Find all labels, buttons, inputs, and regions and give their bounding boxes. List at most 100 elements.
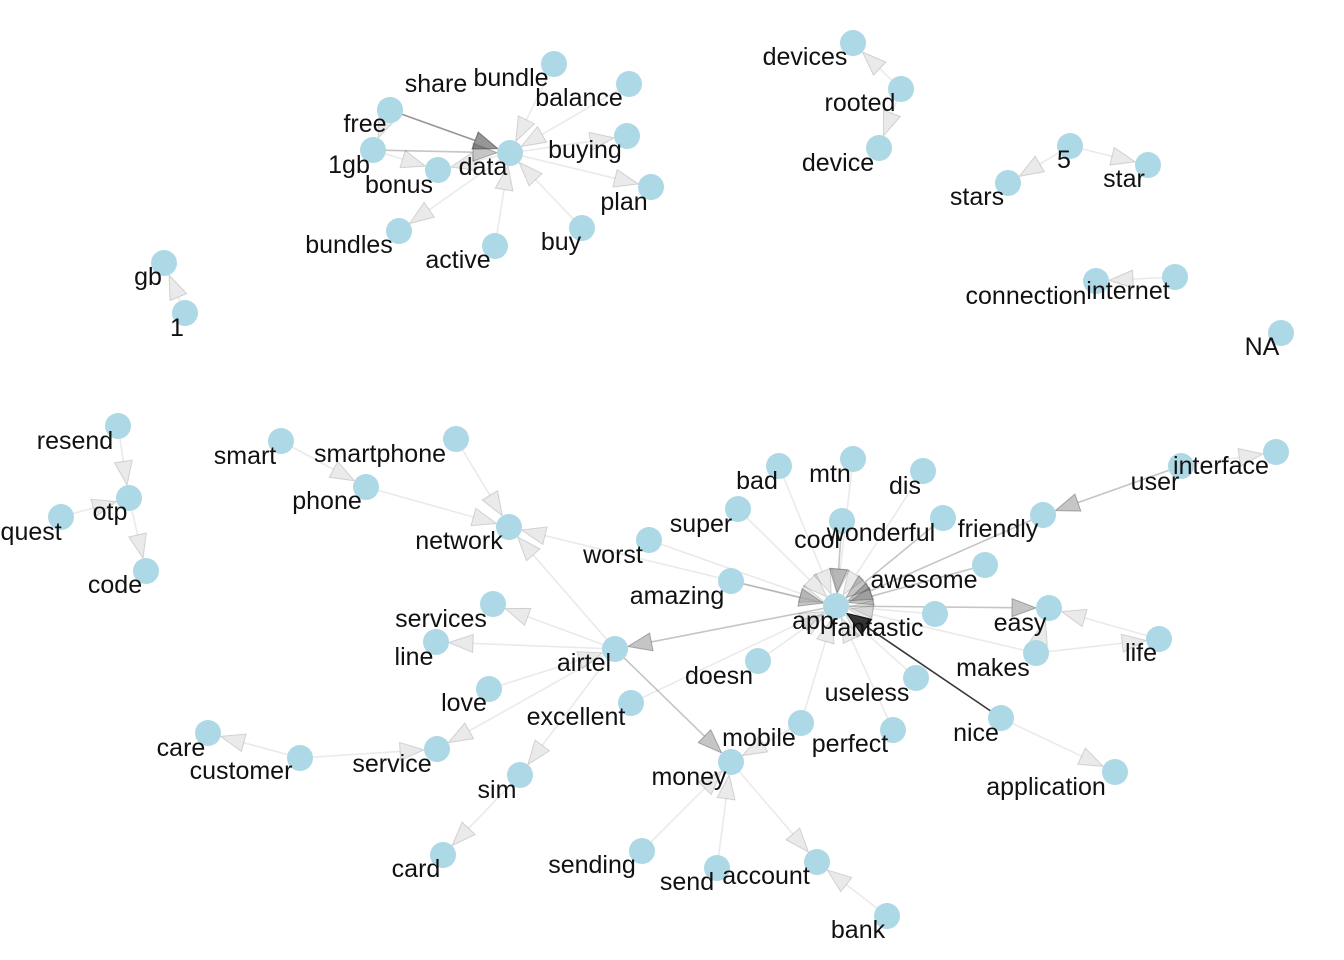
edge-makes-to-app [871,613,1037,654]
node-label-app: app [792,607,834,635]
node-network [496,514,522,540]
arrowhead-otp-to-code [128,532,147,560]
arrowhead-fantastic-to-app [847,599,875,619]
arrowhead-airtel-to-sim [526,739,551,766]
node-mobile [788,710,814,736]
arrowhead-nice-to-application [1076,747,1105,768]
node-phone [353,474,379,500]
node-label-awesome: awesome [871,566,978,594]
node-bad [766,453,792,479]
edge-dis-to-app [855,470,924,576]
node-label-1gb: 1gb [328,151,370,179]
node-smartphone [443,426,469,452]
node-label-bundle: bundle [473,64,548,92]
edge-wonderful-to-app [864,517,944,584]
node-label-stars: stars [950,183,1004,211]
edge-share-to-data [389,109,476,142]
arrowhead-phone-to-network [470,507,498,527]
node-code [133,558,159,584]
arrowhead-airtel-to-network [516,535,541,562]
node-label-card: card [392,855,441,883]
node-label-super: super [670,510,733,538]
edge-app-to-airtel [651,605,837,643]
arrowhead-app-to-airtel [626,632,654,652]
node-label-friendly: friendly [958,515,1039,543]
arrowhead-customer-to-care [219,733,247,753]
node-perfect [880,717,906,743]
arrowhead-1gb-to-data [472,142,499,162]
node-active [482,233,508,259]
node-label-buying: buying [548,136,622,164]
node-label-bundles: bundles [305,231,393,259]
arrowhead-excellent-to-app [797,610,826,631]
arrowhead-mobile-to-app [815,617,835,645]
node-device [866,135,892,161]
node-NA [1268,320,1294,346]
node-label-balance: balance [535,84,623,112]
node-amazing [718,568,744,594]
arrowhead-nice-to-app [845,612,873,636]
arrowhead-data-to-bundles [408,201,436,225]
node-label-data: data [459,153,508,181]
node-label-NA: NA [1245,333,1280,361]
edge-free-to-data [389,109,476,142]
node-resend [105,413,131,439]
edge-phone-to-network [365,486,474,518]
node-label-device: device [802,149,874,177]
arrowhead-internet-to-connection [1107,269,1134,289]
node-useless [903,665,929,691]
node-label-fantastic: fantastic [830,614,923,642]
node-label-code: code [88,571,142,599]
arrowhead-request-to-otp [90,498,118,518]
node-label-services: services [395,605,487,633]
node-label-smartphone: smartphone [314,440,446,468]
arrowhead-user-to-friendly [1053,493,1082,512]
arrowhead-sim-to-card [451,821,477,847]
edge-data-to-bundles [428,152,511,211]
node-label-worst: worst [582,541,643,569]
arrowhead-data-to-plan [612,168,640,188]
arrowhead-free-to-data [471,131,500,150]
node-label-doesn: doesn [685,662,753,690]
node-application [1102,759,1128,785]
node-label-gb: gb [134,263,162,291]
arrowhead-active-to-data [494,164,514,192]
node-label-sending: sending [548,851,636,879]
node-label-free: free [343,110,386,138]
node-customer [287,745,313,771]
arrowhead-user-to-interface [1237,447,1265,468]
node-label-excellent: excellent [527,703,626,731]
node-account [804,849,830,875]
arrowhead-bank-to-account [826,869,853,893]
arrowhead-resend-to-otp [113,459,133,487]
edge-worst-to-app [648,539,802,595]
node-balance [616,71,642,97]
node-label-resend: resend [37,427,113,455]
arrowhead-awesome-to-app [847,586,875,606]
node-card [430,842,456,868]
arrowhead-5-to-star [1109,146,1137,166]
arrowhead-layer [90,51,1265,893]
edge-data-to-buying [509,140,591,154]
node-label-care: care [157,734,206,762]
node-devices [840,30,866,56]
node-fantastic [922,601,948,627]
arrowhead-balance-to-data [520,125,548,148]
node-label-request: request [0,518,62,546]
node-connection [1083,268,1109,294]
node-awesome [972,552,998,578]
edge-airtel-to-money [614,648,706,737]
arrowhead-app-to-network [520,526,548,546]
node-plan [638,174,664,200]
node-5 [1057,133,1083,159]
arrowhead-friendly-to-app [846,582,875,602]
arrowhead-app-to-easy [1011,597,1038,618]
node-bundle [541,51,567,77]
node-makes [1023,640,1049,666]
arrowhead-bundle-to-data [515,115,536,143]
node-line [423,629,449,655]
arrowhead-1-to-gb [168,273,188,302]
arrowhead-doesn-to-app [799,612,827,636]
node-data [497,140,523,166]
